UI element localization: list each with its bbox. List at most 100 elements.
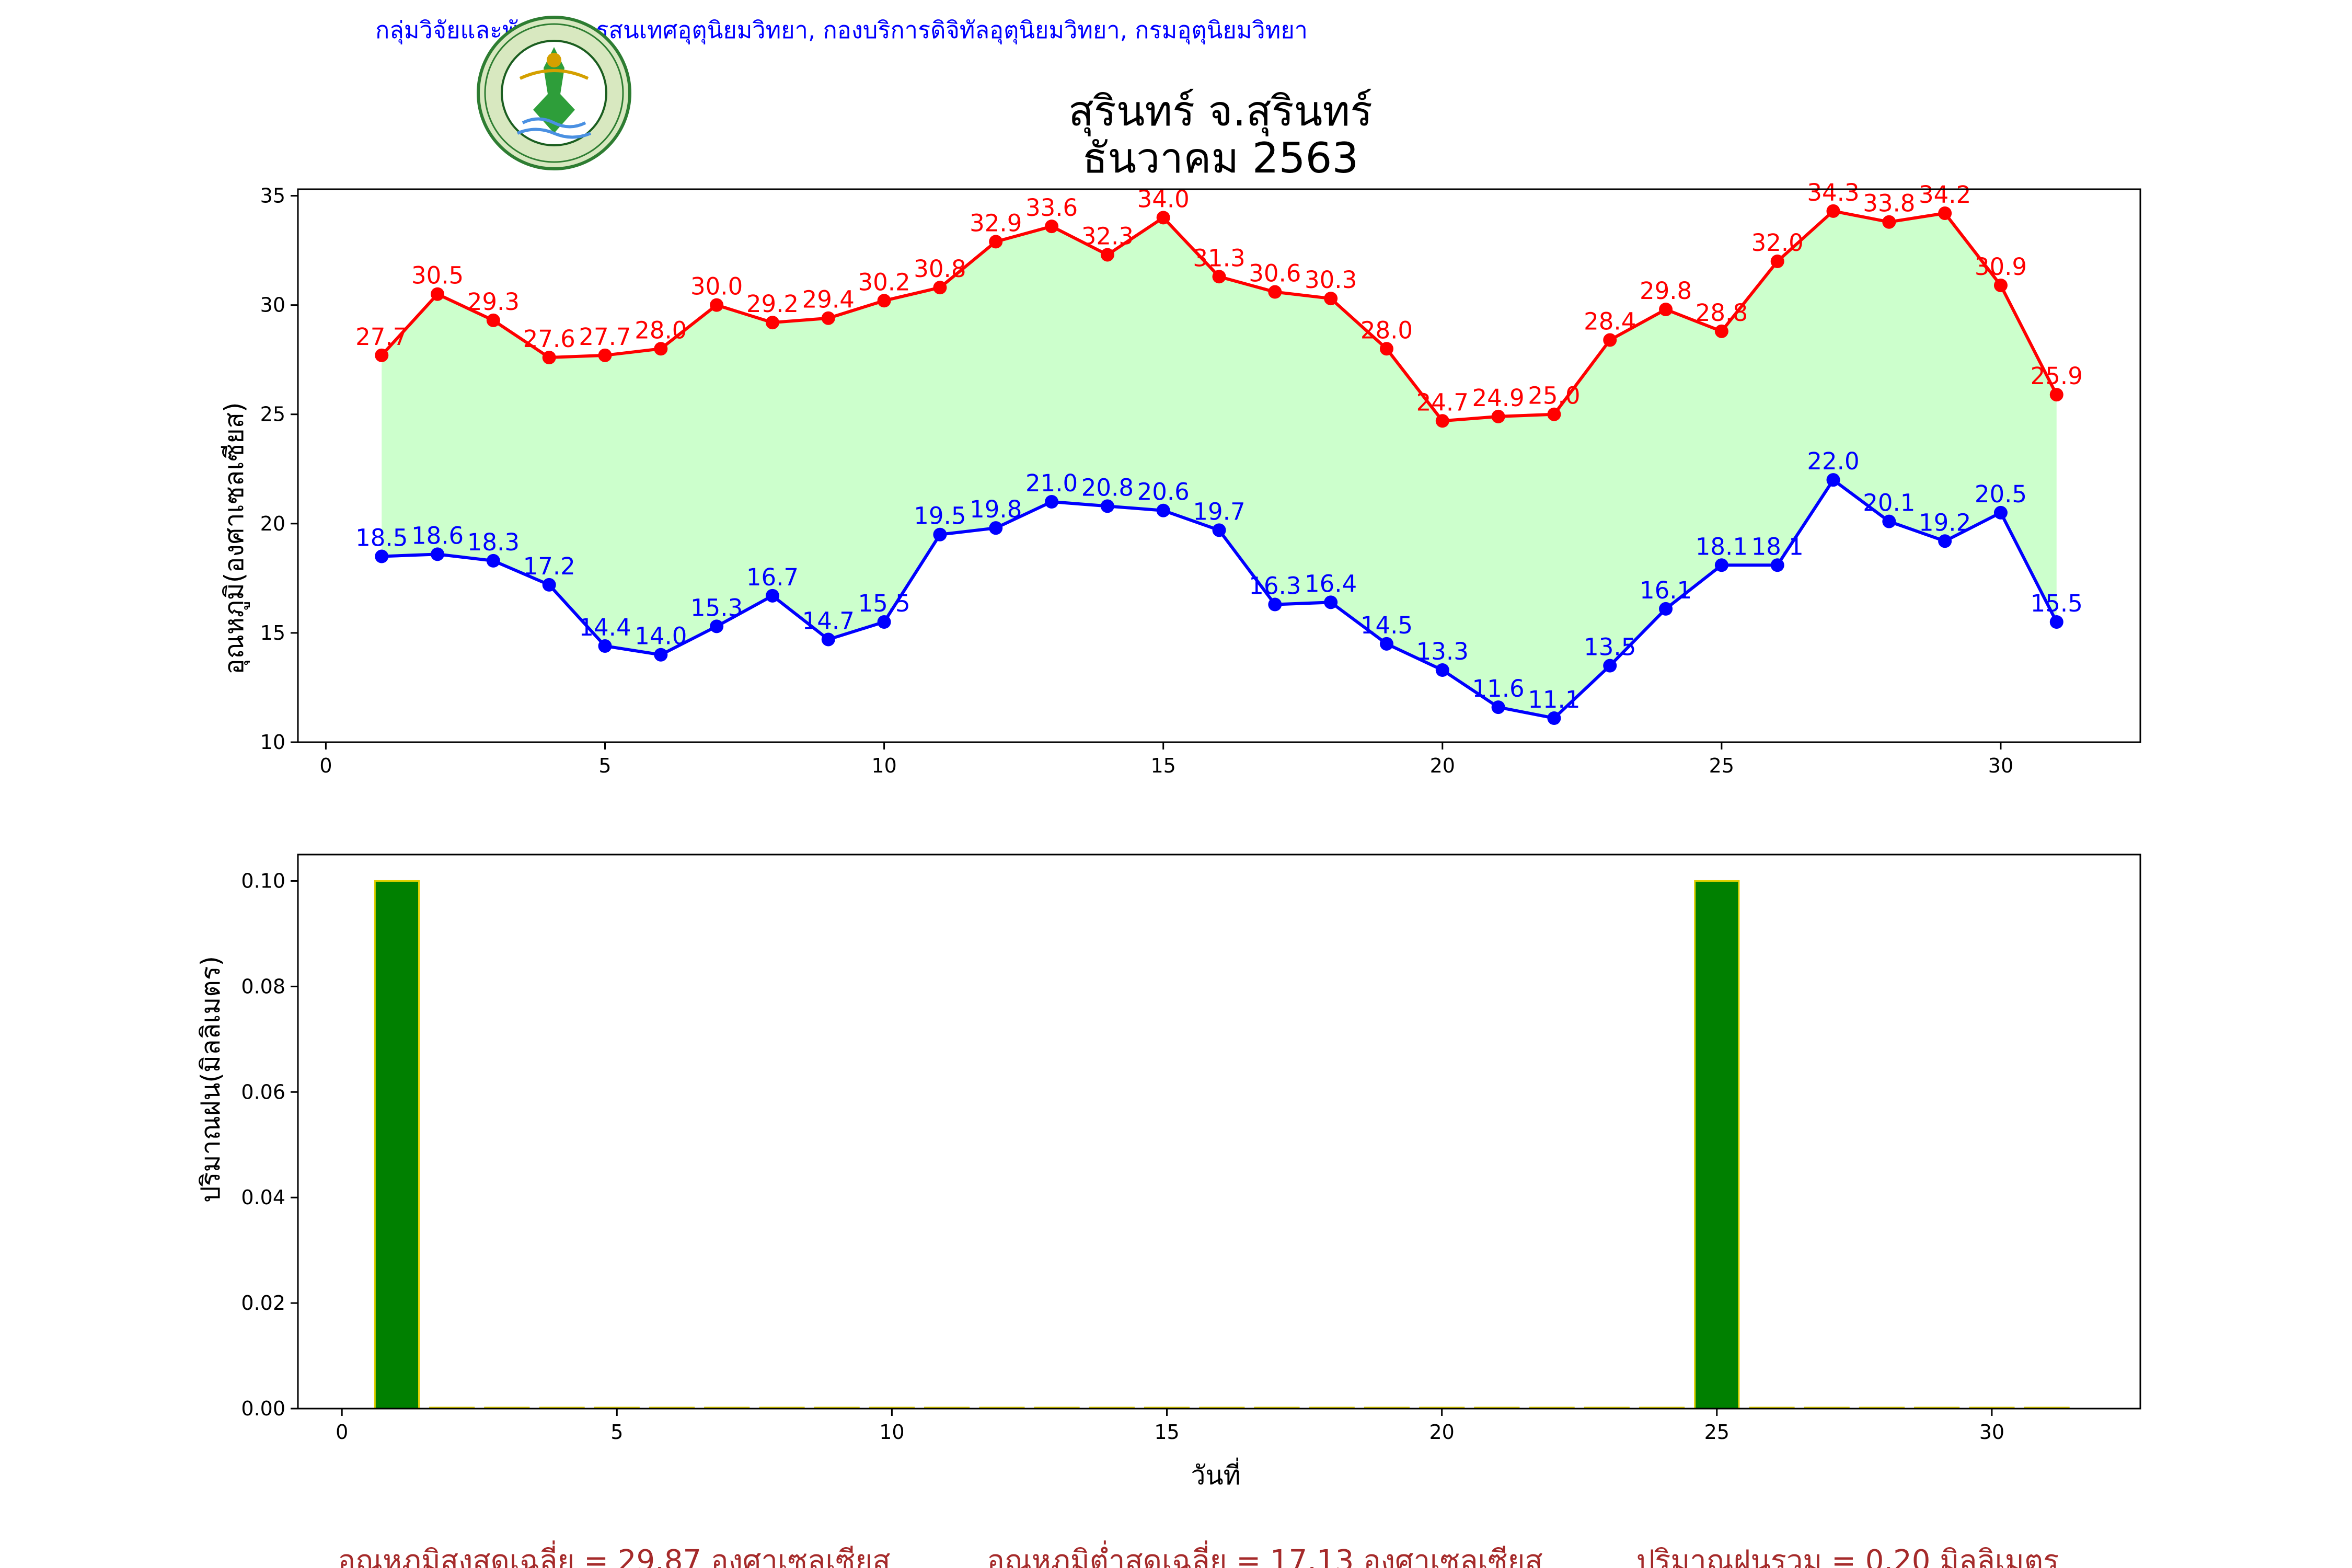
max-temperature-point	[1770, 255, 1784, 268]
min-temperature-label: 20.8	[1081, 474, 1134, 501]
min-temperature-label: 13.3	[1416, 638, 1469, 665]
min-temperature-label: 14.7	[802, 607, 855, 635]
min-temperature-point	[2049, 615, 2063, 629]
min-temperature-label: 16.3	[1249, 572, 1301, 600]
max-temperature-point	[1659, 303, 1673, 316]
min-temperature-label: 11.1	[1528, 686, 1580, 713]
max-temperature-label: 30.3	[1305, 266, 1357, 294]
min-temperature-label: 11.6	[1472, 675, 1524, 702]
max-temperature-point	[1324, 292, 1338, 306]
min-temperature-point	[1491, 700, 1505, 714]
chart-title-line2: ธันวาคม 2563	[1082, 134, 1359, 182]
min-temperature-point	[375, 549, 389, 563]
min-temperature-point	[1603, 659, 1617, 673]
max-temperature-point	[1435, 414, 1449, 428]
min-temperature-label: 18.6	[411, 522, 464, 549]
max-temperature-point	[989, 235, 1003, 249]
min-temperature-label: 15.3	[690, 594, 743, 621]
max-temperature-point	[1379, 342, 1393, 356]
summary-avg-max: อุณหภูมิสูงสุดเฉลี่ย = 29.87 องศาเซลเซีย…	[338, 1540, 890, 1568]
temperature-y-tick-label: 10	[260, 731, 285, 754]
min-temperature-point	[1882, 514, 1896, 528]
meteorological-department-seal-icon	[477, 16, 631, 170]
min-temperature-point	[1714, 558, 1728, 572]
min-temperature-label: 18.1	[1751, 533, 1804, 560]
max-temperature-label: 30.5	[411, 262, 464, 290]
max-temperature-point	[1212, 270, 1226, 284]
max-temperature-label: 29.8	[1640, 277, 1692, 305]
temperature-x-tick-label: 10	[871, 754, 896, 777]
temperature-x-tick-label: 5	[598, 754, 611, 777]
min-temperature-label: 14.0	[635, 622, 687, 650]
min-temperature-point	[1547, 711, 1561, 725]
min-temperature-label: 19.2	[1919, 509, 1971, 536]
temperature-x-tick-label: 15	[1151, 754, 1176, 777]
rainfall-x-tick-label: 20	[1429, 1421, 1454, 1444]
max-temperature-label: 28.0	[1361, 316, 1413, 344]
temperature-range-fill	[382, 211, 2057, 718]
max-temperature-point	[1993, 279, 2008, 292]
max-temperature-label: 24.9	[1472, 384, 1524, 412]
max-temperature-point	[1156, 211, 1170, 225]
min-temperature-label: 18.5	[355, 524, 408, 552]
rainfall-x-tick-label: 30	[1979, 1421, 2004, 1444]
max-temperature-point	[486, 313, 500, 327]
max-temperature-label: 33.8	[1863, 190, 1915, 217]
max-temperature-label: 30.9	[1975, 253, 2027, 281]
max-temperature-label: 28.4	[1584, 308, 1636, 336]
min-temperature-label: 14.4	[579, 614, 631, 641]
min-temperature-point	[877, 615, 891, 629]
temperature-x-tick-label: 30	[1988, 754, 2013, 777]
min-temperature-point	[1938, 534, 1952, 548]
temperature-panel: 27.730.529.327.6 27.7 28.030.029.2 29.430.2…	[260, 179, 2141, 777]
rainfall-bar	[374, 880, 420, 1410]
min-temperature-point	[1156, 503, 1170, 517]
min-temperature-label: 15.5	[858, 590, 910, 617]
min-temperature-label: 16.4	[1305, 570, 1357, 597]
temperature-plot-frame	[297, 188, 2141, 743]
min-temperature-point	[1268, 597, 1282, 612]
rainfall-y-tick-label: 0.04	[241, 1186, 285, 1209]
rainfall-y-tick-label: 0.06	[241, 1080, 285, 1103]
max-temperature-label: 30.2	[858, 268, 910, 296]
min-temperature-point	[710, 619, 724, 633]
max-temperature-point	[1714, 324, 1728, 338]
min-temperature-point	[598, 639, 612, 653]
max-temperature-point	[1882, 215, 1896, 229]
min-temperature-point	[431, 547, 445, 561]
min-temperature-point	[1770, 558, 1784, 572]
max-temperature-point	[877, 294, 891, 308]
chart-title-line1: สุรินทร์ จ.สุรินทร์	[1068, 87, 1373, 136]
min-temperature-label: 19.8	[970, 495, 1022, 523]
summary-avg-min: อุณหภูมิต่ำสุดเฉลี่ย = 17.13 องศาเซลเซีย…	[987, 1540, 1542, 1568]
temperature-x-tick-label: 0	[319, 754, 332, 777]
min-temperature-label: 20.6	[1137, 478, 1190, 506]
max-temperature-point	[598, 348, 612, 362]
temperature-y-tick-label: 25	[260, 403, 285, 426]
max-temperature-point	[1045, 220, 1059, 234]
max-temperature-point	[1491, 409, 1505, 423]
rainfall-x-axis-label: วันที่	[1191, 1458, 1240, 1491]
summary-total-rain: ปริมาณฝนรวม = 0.20 มิลลิเมตร	[1636, 1544, 2059, 1568]
max-temperature-label: 31.3	[1193, 244, 1245, 272]
min-temperature-point	[1100, 499, 1114, 513]
temperature-y-axis-label: อุณหภูมิ(องศาเซลเซียส)	[219, 402, 250, 674]
min-temperature-label: 15.5	[2031, 590, 2083, 617]
temperature-y-tick-label: 35	[260, 185, 285, 207]
max-temperature-point	[2049, 388, 2063, 402]
max-temperature-label: 32.3	[1081, 222, 1134, 250]
min-temperature-point	[654, 648, 668, 662]
max-temperature-label: 28.0	[635, 316, 687, 344]
max-temperature-label: 32.0	[1751, 229, 1804, 257]
rainfall-x-tick-label: 5	[610, 1421, 623, 1444]
max-temperature-point	[1547, 407, 1561, 421]
min-temperature-label: 19.5	[914, 502, 966, 530]
max-temperature-point	[1938, 206, 1952, 220]
max-temperature-label: 29.3	[467, 288, 520, 316]
max-temperature-label: 30.6	[1249, 260, 1301, 287]
max-temperature-label: 27.7	[355, 323, 408, 351]
max-temperature-label: 33.6	[1025, 194, 1078, 222]
max-temperature-label: 30.0	[690, 273, 743, 301]
min-temperature-label: 20.5	[1975, 480, 2027, 508]
